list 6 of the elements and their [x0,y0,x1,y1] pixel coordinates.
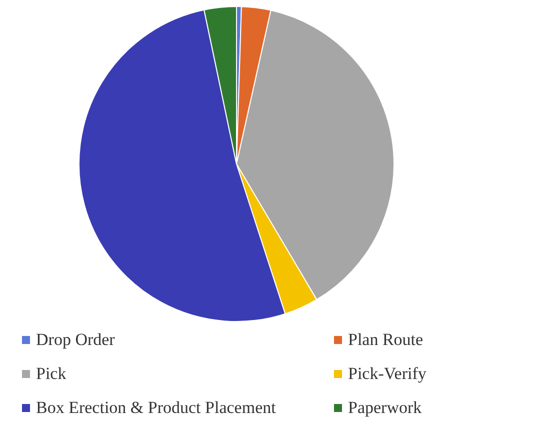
legend-label: Plan Route [348,330,424,350]
legend-label: Pick [36,364,66,384]
legend-label: Paperwork [348,398,422,418]
legend-label: Drop Order [36,330,115,350]
legend-label: Pick-Verify [348,364,426,384]
legend-label: Box Erection & Product Placement [36,398,276,418]
